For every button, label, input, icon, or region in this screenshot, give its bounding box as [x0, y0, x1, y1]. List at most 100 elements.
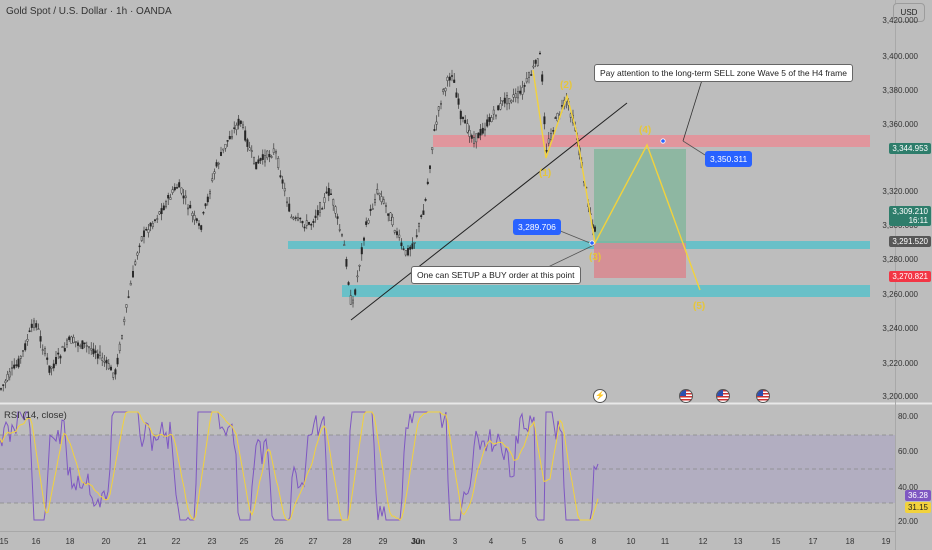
- candle-body: [510, 100, 513, 103]
- candle-body: [292, 217, 295, 220]
- candle-body: [30, 323, 33, 328]
- rsi-ma-badge: 31.15: [904, 502, 931, 513]
- time-tick: 13: [733, 537, 743, 546]
- candle-body: [468, 130, 471, 137]
- candle-body: [151, 223, 154, 228]
- candle-body: [68, 336, 71, 340]
- candle-body: [127, 296, 130, 298]
- candle-body: [420, 215, 423, 218]
- candle-body: [363, 237, 366, 241]
- support-price-callout[interactable]: 3,289.706: [513, 219, 561, 235]
- time-tick: 18: [65, 537, 75, 546]
- candle-body: [98, 351, 101, 356]
- candle-body: [241, 124, 244, 129]
- candle-body: [211, 178, 214, 182]
- price-tick: 3,400.000: [882, 52, 918, 61]
- candle-body: [131, 271, 134, 278]
- wave-label-5: (5): [693, 301, 706, 312]
- candle-body: [429, 165, 432, 169]
- candle-body: [186, 207, 189, 210]
- candle-body: [360, 247, 363, 255]
- candle-body: [213, 171, 216, 174]
- candle-body: [301, 220, 304, 224]
- candle-body: [74, 341, 77, 343]
- currency-button[interactable]: USD: [893, 3, 925, 22]
- candle-body: [365, 221, 368, 225]
- us-flag-event-icon[interactable]: [679, 389, 693, 403]
- candle-body: [294, 217, 297, 219]
- rsi-line: [0, 411, 599, 521]
- candle-body: [319, 202, 322, 213]
- candle-body: [541, 74, 544, 82]
- candle-body: [523, 84, 526, 87]
- candle-body: [6, 374, 9, 381]
- candle-body: [345, 259, 348, 267]
- rsi-tick: 60.00: [897, 447, 918, 456]
- time-tick: 16: [31, 537, 41, 546]
- buy-setup-note[interactable]: One can SETUP a BUY order at this point: [411, 266, 581, 284]
- candle-body: [171, 189, 174, 193]
- candle-body: [312, 220, 315, 223]
- candle-body: [35, 323, 38, 328]
- price-tick: 3,220.000: [882, 359, 918, 368]
- symbol-title[interactable]: Gold Spot / U.S. Dollar · 1h · OANDA: [6, 6, 172, 17]
- candle-body: [180, 187, 183, 194]
- candle-body: [8, 371, 11, 378]
- candle-body: [76, 342, 79, 346]
- candle-body: [385, 205, 388, 207]
- candle-body: [435, 121, 438, 125]
- time-tick: 29: [378, 537, 388, 546]
- candle-body: [283, 188, 286, 192]
- candle-body: [44, 348, 47, 355]
- candle-body: [323, 197, 326, 203]
- candle-body: [33, 320, 36, 328]
- us-flag-event-icon[interactable]: [756, 389, 770, 403]
- time-tick: 5: [521, 537, 527, 546]
- candle-body: [470, 135, 473, 139]
- sell-zone-note[interactable]: Pay attention to the long-term SELL zone…: [594, 64, 853, 82]
- time-tick: 15: [771, 537, 781, 546]
- candle-body: [338, 229, 341, 231]
- candle-body: [112, 372, 115, 378]
- time-tick: 23: [207, 537, 217, 546]
- candle-body: [290, 216, 293, 219]
- candle-body: [464, 119, 467, 124]
- time-tick: 18: [845, 537, 855, 546]
- candle-body: [349, 295, 352, 305]
- candle-body: [341, 234, 344, 237]
- candle-body: [552, 130, 555, 132]
- candle-body: [96, 353, 99, 359]
- candle-body: [424, 199, 427, 201]
- candle-body: [561, 105, 564, 107]
- resistance-price-callout[interactable]: 3,350.311: [705, 151, 753, 167]
- candle-body: [81, 340, 84, 349]
- candle-body: [451, 75, 454, 77]
- candle-body: [92, 348, 95, 355]
- candle-body: [556, 113, 559, 122]
- candle-body: [237, 118, 240, 126]
- candle-body: [107, 363, 110, 370]
- rsi-indicator-label[interactable]: RSI (14, close): [4, 410, 67, 421]
- candle-body: [334, 206, 337, 214]
- candle-body: [103, 360, 106, 363]
- candle-body: [222, 148, 225, 151]
- candle-body: [343, 244, 346, 246]
- candle-body: [422, 210, 425, 215]
- time-tick: 12: [698, 537, 708, 546]
- candle-body: [514, 93, 517, 98]
- candle-body: [142, 230, 145, 237]
- lightning-event-icon[interactable]: ⚡: [593, 389, 607, 403]
- candle-body: [261, 154, 264, 160]
- candle-body: [70, 336, 73, 344]
- candle-body: [389, 212, 392, 222]
- time-tick: 4: [488, 537, 494, 546]
- time-tick: 10: [626, 537, 636, 546]
- candle-body: [477, 132, 480, 139]
- time-tick: 3: [452, 537, 458, 546]
- candle-body: [252, 156, 255, 164]
- candle-body: [279, 175, 282, 178]
- candle-body: [446, 77, 449, 81]
- us-flag-event-icon[interactable]: [716, 389, 730, 403]
- current-price-value: 3,309.210: [892, 207, 928, 216]
